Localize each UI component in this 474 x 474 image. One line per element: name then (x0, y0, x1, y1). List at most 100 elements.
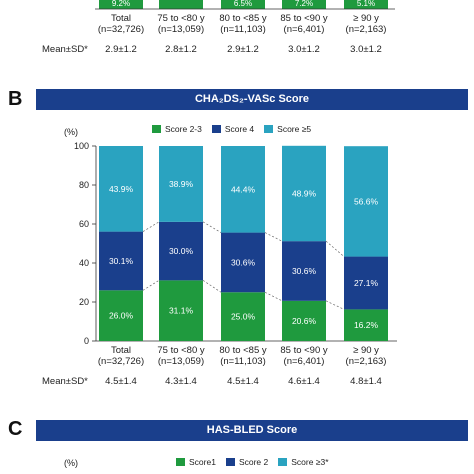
bar-segment (344, 146, 388, 257)
bar-segment (99, 290, 143, 341)
legend-swatch (278, 458, 288, 466)
top-mean-value: 2.8±1.2 (165, 44, 197, 55)
x-category-label: ≥ 90 y (353, 345, 379, 356)
panel-c-y-unit: (%) (64, 458, 78, 468)
legend-label: Score 2-3 (165, 124, 202, 134)
legend-entry: Score 4 (211, 124, 254, 134)
legend-entry: Score ≥5 (264, 124, 311, 134)
legend-label: Score ≥3* (291, 457, 329, 467)
x-category-n: (n=2,163) (345, 356, 387, 367)
top-partial-bar (99, 0, 143, 9)
bar-segment (344, 256, 388, 310)
top-category-label: 85 to <90 y (280, 13, 328, 24)
bar-segment (282, 145, 326, 242)
panel-c-title: HAS-BLED Score (36, 420, 468, 441)
bar-value-label: 30.1% (109, 256, 134, 266)
top-category-n: (n=32,726) (97, 24, 145, 35)
bar-value-label: 16.2% (354, 320, 379, 330)
top-category-label: Total (110, 13, 132, 24)
connector-line (264, 232, 283, 242)
x-category-label: 85 to <90 y (280, 345, 328, 356)
legend-entry: Score1 (176, 457, 216, 467)
mean-value: 4.8±1.4 (350, 376, 382, 387)
legend-swatch (225, 458, 235, 466)
legend-swatch (211, 125, 221, 133)
connector-line (202, 280, 222, 293)
bar-segment (99, 231, 143, 291)
mean-value: 4.5±1.4 (105, 376, 137, 387)
bar-segment (221, 292, 265, 341)
connector-line (325, 300, 345, 310)
legend-label: Score1 (189, 457, 216, 467)
top-category-n: (n=2,163) (345, 24, 387, 35)
top-partial-bar (221, 0, 265, 9)
panel-b-legend: Score 2-3 Score 4 Score ≥5 (152, 124, 311, 134)
legend-swatch (264, 125, 274, 133)
bar-segment (282, 300, 326, 341)
top-category-n: (n=11,103) (220, 24, 266, 35)
panel-b-mean-label: Mean±SD* (42, 376, 88, 387)
connector-line (202, 221, 222, 233)
legend-entry: Score ≥3* (278, 457, 329, 467)
panel-b-y-unit: (%) (64, 127, 78, 137)
x-category-n: (n=13,059) (157, 356, 205, 367)
top-mean-value: 2.9±1.2 (227, 44, 259, 55)
top-partial-bar (159, 0, 203, 9)
top-mean-value: 3.0±1.2 (288, 44, 320, 55)
top-partial-bar-label: 7.2% (295, 0, 313, 8)
y-tick-label: 0 (84, 336, 89, 346)
bar-value-label: 27.1% (354, 278, 379, 288)
y-tick-label: 20 (79, 297, 89, 307)
bar-value-label: 30.0% (169, 246, 194, 256)
top-partial-bars: 9.2% 6.5% 7.2% 5.1% (95, 0, 395, 10)
connector-line (264, 291, 283, 302)
bar-segment (159, 280, 203, 341)
bar-value-label: 31.1% (169, 306, 194, 316)
top-category-n: (n=13,059) (157, 24, 205, 35)
top-mean-value: 2.9±1.2 (105, 44, 137, 55)
bar-segment (159, 221, 203, 281)
bar-value-label: 43.9% (109, 184, 134, 194)
connector-line (325, 240, 345, 257)
connector-line (142, 221, 160, 232)
top-category-label: ≥ 90 y (353, 13, 379, 24)
top-partial-bar (344, 0, 388, 9)
top-mean-value: 3.0±1.2 (350, 44, 382, 55)
panel-b-title: CHA₂DS₂-VASc Score (36, 89, 468, 110)
bar-value-label: 26.0% (109, 311, 134, 321)
x-category-label: 80 to <85 y (219, 345, 267, 356)
bar-value-label: 44.4% (231, 184, 256, 194)
panel-b-letter: B (8, 88, 23, 110)
legend-entry: Score 2 (225, 457, 269, 467)
top-partial-bar-label: 5.1% (357, 0, 375, 8)
mean-value: 4.5±1.4 (227, 376, 259, 387)
y-tick-label: 60 (79, 219, 89, 229)
bar-value-label: 25.0% (231, 312, 256, 322)
top-category-n: (n=6,401) (283, 24, 325, 35)
bar-segment (221, 232, 265, 293)
top-category-label: 80 to <85 y (219, 13, 267, 24)
legend-swatch (152, 125, 161, 133)
bar-segment (99, 146, 143, 232)
x-category-label: Total (110, 345, 132, 356)
legend-label: Score 2 (238, 457, 269, 467)
bar-segment (282, 241, 326, 301)
top-partial-bar-label: 6.5% (234, 0, 252, 8)
bar-value-label: 30.6% (231, 257, 256, 267)
bar-segment (344, 309, 388, 341)
top-category-label: 75 to <80 y (157, 13, 205, 24)
bar-segment (221, 146, 265, 233)
bar-value-label: 20.6% (292, 316, 317, 326)
bar-value-label: 30.6% (292, 266, 317, 276)
top-mean-label: Mean±SD* (42, 44, 88, 55)
mean-value: 4.3±1.4 (165, 376, 197, 387)
x-category-n: (n=32,726) (97, 356, 145, 367)
y-tick-label: 100 (74, 141, 89, 151)
legend-label: Score ≥5 (277, 124, 312, 134)
bar-value-label: 48.9% (292, 188, 317, 198)
bar-value-label: 38.9% (169, 179, 194, 189)
bar-segment (159, 146, 203, 222)
y-tick-label: 80 (79, 180, 89, 190)
x-category-label: 75 to <80 y (157, 345, 205, 356)
